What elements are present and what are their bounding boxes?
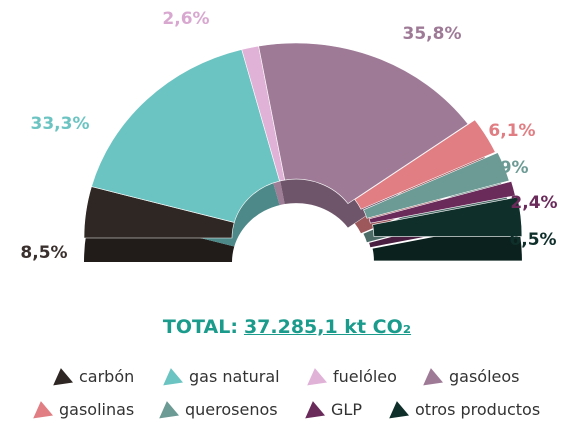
- slice-1: [91, 49, 280, 223]
- data-label-6: 2,4%: [510, 193, 557, 213]
- slice-tops: [83, 42, 523, 239]
- legend-triangle-icon: [302, 399, 326, 419]
- legend-item: fuelóleo: [304, 364, 397, 388]
- legend-triangle-icon: [386, 399, 410, 419]
- total-summary: TOTAL: 37.285,1 kt CO₂: [0, 316, 574, 338]
- slice-6: [368, 180, 516, 224]
- legend-triangle-icon: [304, 366, 328, 386]
- legend-item: gas natural: [160, 364, 280, 388]
- legend-item: carbón: [50, 364, 135, 388]
- data-label-3: 35,8%: [403, 24, 462, 44]
- half-donut-chart: 8,5% 33,3% 2,6% 35,8% 6,1% 4,9% 2,4% 6,5%: [20, 9, 557, 263]
- legend-label: querosenos: [185, 399, 278, 419]
- legend-label: otros productos: [415, 399, 541, 419]
- legend-item: gasóleos: [420, 364, 520, 388]
- legend-item: gasolinas: [30, 397, 135, 421]
- legend-label: GLP: [331, 399, 362, 419]
- legend-triangle-icon: [420, 366, 444, 386]
- slice-4: [354, 119, 496, 210]
- slice-7: [372, 196, 523, 237]
- data-label-0: 8,5%: [20, 243, 67, 263]
- legend-label: gasóleos: [449, 366, 520, 386]
- data-label-4: 6,1%: [488, 121, 535, 141]
- total-value: 37.285,1 kt CO₂: [243, 316, 412, 338]
- legend-label: gasolinas: [59, 399, 135, 419]
- slice-5: [363, 152, 510, 219]
- data-label-2: 2,6%: [162, 9, 209, 29]
- legend-triangle-icon: [160, 366, 184, 386]
- legend-triangle-icon: [30, 399, 54, 419]
- data-label-7: 6,5%: [509, 230, 556, 250]
- total-label: TOTAL:: [162, 316, 238, 338]
- legend-label: fuelóleo: [333, 366, 397, 386]
- data-label-5: 4,9%: [481, 158, 528, 178]
- data-labels: 8,5% 33,3% 2,6% 35,8% 6,1% 4,9% 2,4% 6,5%: [20, 9, 557, 263]
- legend-triangle-icon: [156, 399, 180, 419]
- legend-item: GLP: [302, 397, 362, 421]
- legend-label: carbón: [79, 366, 135, 386]
- data-label-1: 33,3%: [31, 114, 90, 134]
- legend-item: querosenos: [156, 397, 278, 421]
- legend-item: otros productos: [386, 397, 541, 421]
- slice-3: [258, 42, 469, 204]
- legend-triangle-icon: [50, 366, 74, 386]
- legend-label: gas natural: [189, 366, 280, 386]
